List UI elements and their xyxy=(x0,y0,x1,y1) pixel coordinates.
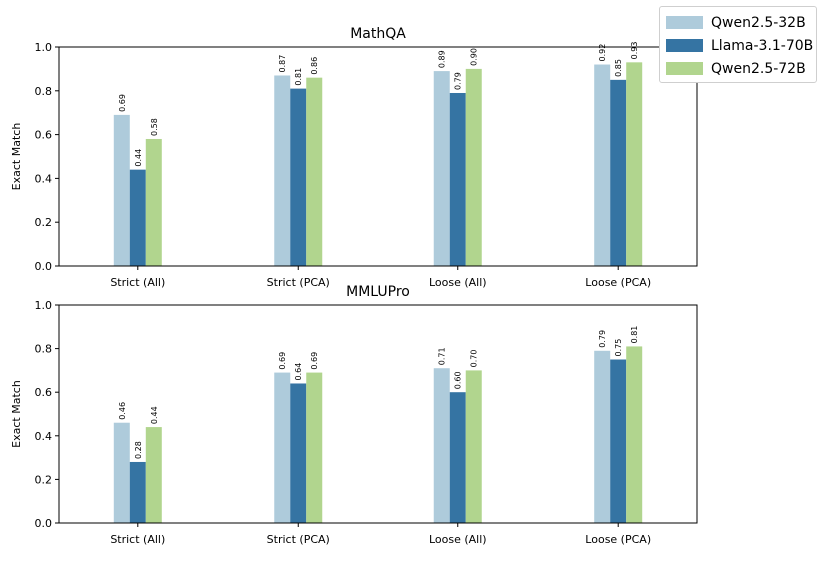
bar xyxy=(113,422,130,523)
legend-label-qwen-72b: Qwen2.5-72B xyxy=(711,60,806,77)
bar-value-label: 0.81 xyxy=(630,326,639,344)
bar-value-label: 0.90 xyxy=(470,48,479,66)
chart-panel-1: MathQA Exact Match 0.0 0.2 0.4 0.6 0.8 1.0 0.69 0… xyxy=(10,26,698,289)
x-tick-label: Strict (PCA) xyxy=(267,533,330,546)
legend-item-qwen-32b: Qwen2.5-32B xyxy=(666,11,810,34)
bar xyxy=(433,71,450,266)
bar xyxy=(449,392,466,523)
x-tick-label: Strict (All) xyxy=(110,276,165,289)
y-tick-label: 1.0 xyxy=(35,299,53,312)
bar xyxy=(306,372,323,523)
bar xyxy=(594,64,611,267)
y-tick-label: 0.2 xyxy=(35,216,53,229)
bar-value-label: 0.71 xyxy=(438,347,447,365)
x-tick-label: Strict (PCA) xyxy=(267,276,330,289)
chart-panel-2: MMLUPro Exact Match 0.0 0.2 0.4 0.6 0.8 1.0 0.46… xyxy=(10,284,698,546)
bar xyxy=(129,169,146,266)
bar xyxy=(129,461,146,523)
legend-swatch-qwen-32b xyxy=(666,16,703,29)
bar xyxy=(113,114,130,266)
plot-frame xyxy=(58,46,698,267)
bar xyxy=(465,68,482,267)
y-tick-label: 0.2 xyxy=(35,473,53,486)
legend-label-llama-70b: Llama-3.1-70B xyxy=(711,37,814,54)
bar-value-label: 0.44 xyxy=(134,149,143,167)
chart-legend: Qwen2.5-32B Llama-3.1-70B Qwen2.5-72B xyxy=(659,6,817,83)
bar-value-label: 0.87 xyxy=(278,55,287,73)
bar-value-label: 0.86 xyxy=(310,57,319,75)
bar-value-label: 0.79 xyxy=(598,330,607,348)
legend-swatch-qwen-72b xyxy=(666,62,703,75)
bar-value-label: 0.85 xyxy=(614,59,623,77)
bar-value-label: 0.75 xyxy=(614,339,623,357)
bar xyxy=(433,368,450,523)
y-tick-label: 0.8 xyxy=(35,343,53,356)
bar xyxy=(290,88,307,266)
bar xyxy=(306,77,323,266)
bar-value-label: 0.44 xyxy=(150,406,159,424)
y-axis-label: Exact Match xyxy=(10,123,23,191)
bar-value-label: 0.89 xyxy=(438,50,447,68)
legend-label-qwen-32b: Qwen2.5-32B xyxy=(711,14,806,31)
bar-value-label: 0.79 xyxy=(454,72,463,90)
bar xyxy=(290,383,307,523)
y-tick-label: 0.0 xyxy=(35,260,53,273)
y-tick-label: 0.0 xyxy=(35,517,53,530)
y-tick-label: 0.6 xyxy=(35,129,53,142)
y-tick-label: 0.6 xyxy=(35,386,53,399)
bar-value-label: 0.69 xyxy=(118,94,127,112)
bar-value-label: 0.93 xyxy=(630,42,639,60)
bar-value-label: 0.81 xyxy=(294,68,303,86)
bar xyxy=(145,138,162,266)
y-tick-label: 0.8 xyxy=(35,85,53,98)
bar xyxy=(274,75,291,266)
bar xyxy=(626,346,643,523)
bar-value-label: 0.69 xyxy=(278,352,287,370)
bar-value-label: 0.64 xyxy=(294,363,303,381)
bar xyxy=(449,92,466,267)
legend-swatch-llama-70b xyxy=(666,39,703,52)
bar xyxy=(610,359,627,523)
x-tick-label: Loose (PCA) xyxy=(585,533,651,546)
legend-item-llama-70b: Llama-3.1-70B xyxy=(666,34,814,57)
chart-title: MathQA xyxy=(350,26,406,42)
chart-title: MMLUPro xyxy=(346,284,410,300)
legend-item-qwen-72b: Qwen2.5-72B xyxy=(666,57,810,80)
plot-frame xyxy=(58,304,698,524)
bar-value-label: 0.69 xyxy=(310,352,319,370)
bar xyxy=(610,79,627,266)
bar xyxy=(145,427,162,523)
x-tick-label: Loose (PCA) xyxy=(585,276,651,289)
y-tick-label: 0.4 xyxy=(35,430,53,443)
bar-value-label: 0.60 xyxy=(454,371,463,389)
bar xyxy=(626,62,643,266)
bar-value-label: 0.70 xyxy=(470,350,479,368)
bar-value-label: 0.28 xyxy=(134,441,143,459)
bar-value-label: 0.46 xyxy=(118,402,127,420)
bar xyxy=(274,372,291,523)
y-tick-label: 0.4 xyxy=(35,172,53,185)
bar-value-label: 0.92 xyxy=(598,44,607,62)
bar xyxy=(465,370,482,523)
y-axis-label: Exact Match xyxy=(10,380,23,448)
x-tick-label: Loose (All) xyxy=(429,276,487,289)
x-tick-label: Loose (All) xyxy=(429,533,487,546)
x-tick-label: Strict (All) xyxy=(110,533,165,546)
bar-value-label: 0.58 xyxy=(150,118,159,136)
y-tick-label: 1.0 xyxy=(35,41,53,54)
bar xyxy=(594,350,611,523)
